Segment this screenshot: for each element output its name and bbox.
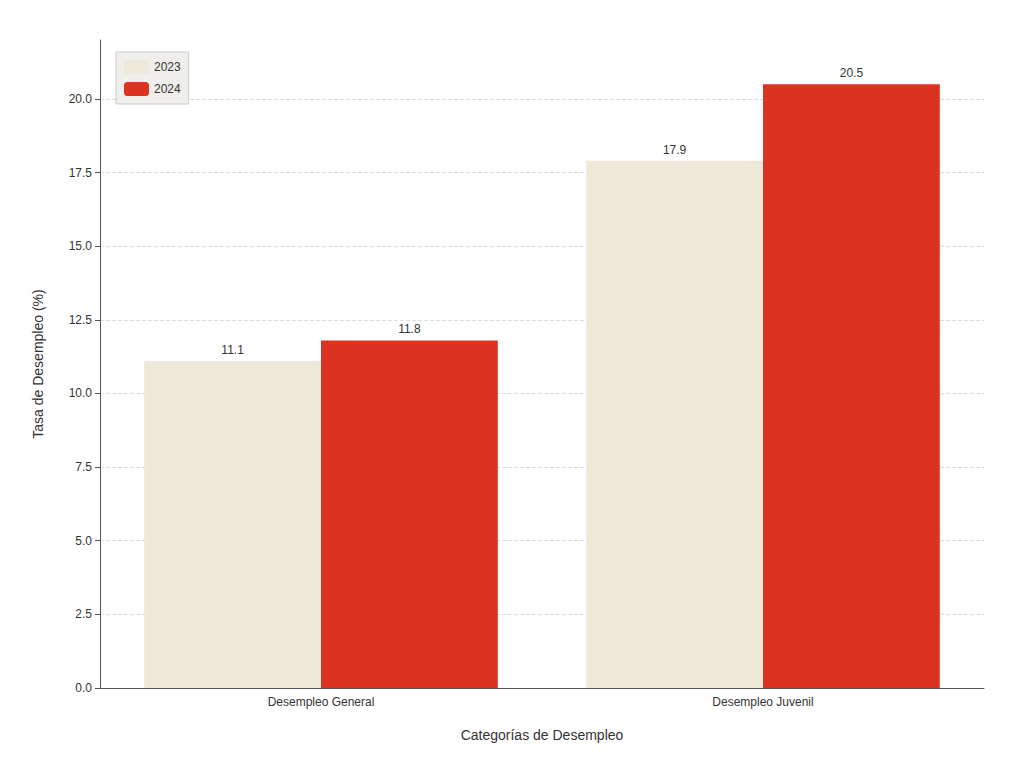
svg-text:2.5: 2.5	[75, 607, 92, 621]
svg-text:Tasa de Desempleo (%): Tasa de Desempleo (%)	[30, 289, 46, 438]
svg-text:17.9: 17.9	[663, 143, 687, 157]
svg-text:20.5: 20.5	[840, 66, 864, 80]
svg-text:0.0: 0.0	[75, 681, 92, 695]
svg-text:5.0: 5.0	[75, 534, 92, 548]
svg-text:7.5: 7.5	[75, 460, 92, 474]
svg-text:Categorías de Desempleo: Categorías de Desempleo	[461, 727, 624, 743]
svg-text:12.5: 12.5	[69, 313, 93, 327]
svg-text:11.8: 11.8	[398, 322, 421, 336]
svg-text:2024: 2024	[154, 82, 181, 96]
svg-text:20.0: 20.0	[69, 92, 93, 106]
svg-text:10.0: 10.0	[69, 386, 93, 400]
svg-text:2023: 2023	[154, 60, 181, 74]
svg-text:17.5: 17.5	[69, 166, 93, 180]
svg-text:11.1: 11.1	[221, 343, 244, 357]
svg-text:15.0: 15.0	[69, 239, 93, 253]
svg-text:Desempleo General: Desempleo General	[268, 695, 375, 709]
svg-text:Desempleo Juvenil: Desempleo Juvenil	[712, 695, 813, 709]
